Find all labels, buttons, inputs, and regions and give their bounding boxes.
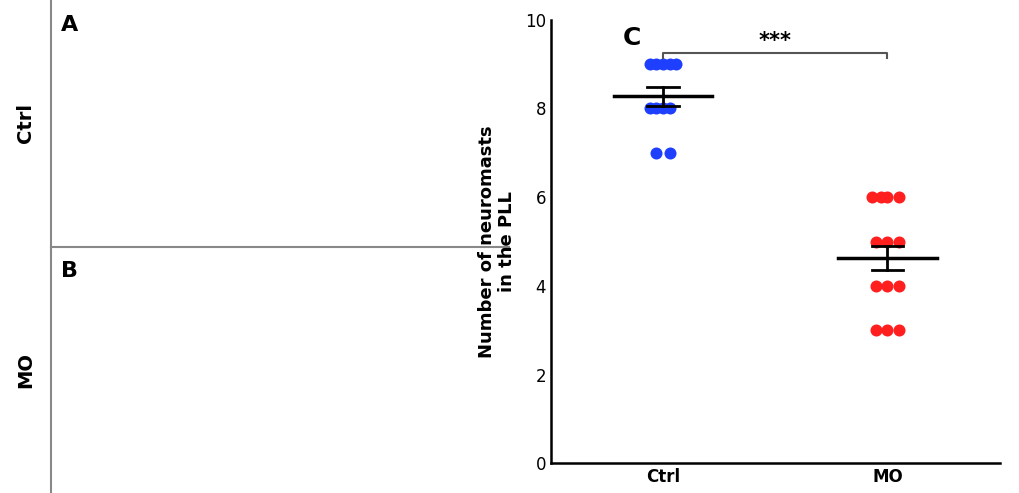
Point — [890, 238, 906, 246]
Point — [641, 60, 657, 68]
Point — [890, 326, 906, 334]
Text: Ctrl: Ctrl — [16, 103, 35, 143]
Point — [654, 105, 671, 112]
Point — [863, 193, 879, 201]
Point — [647, 149, 663, 157]
Point — [647, 105, 663, 112]
Text: MO: MO — [16, 352, 35, 388]
Point — [878, 238, 895, 246]
Y-axis label: Number of neuromasts
in the PLL: Number of neuromasts in the PLL — [477, 125, 516, 358]
Text: C: C — [622, 26, 640, 50]
Point — [647, 60, 663, 68]
Point — [878, 193, 895, 201]
Point — [878, 326, 895, 334]
Point — [878, 282, 895, 290]
Point — [667, 60, 684, 68]
Point — [641, 105, 657, 112]
Point — [867, 238, 883, 246]
Point — [867, 326, 883, 334]
Point — [654, 60, 671, 68]
Point — [661, 149, 678, 157]
Text: A: A — [61, 15, 78, 35]
Text: ***: *** — [758, 31, 791, 51]
Point — [890, 282, 906, 290]
Point — [871, 193, 888, 201]
Point — [661, 105, 678, 112]
Text: B: B — [61, 261, 78, 282]
Point — [890, 193, 906, 201]
Point — [661, 60, 678, 68]
Point — [867, 282, 883, 290]
